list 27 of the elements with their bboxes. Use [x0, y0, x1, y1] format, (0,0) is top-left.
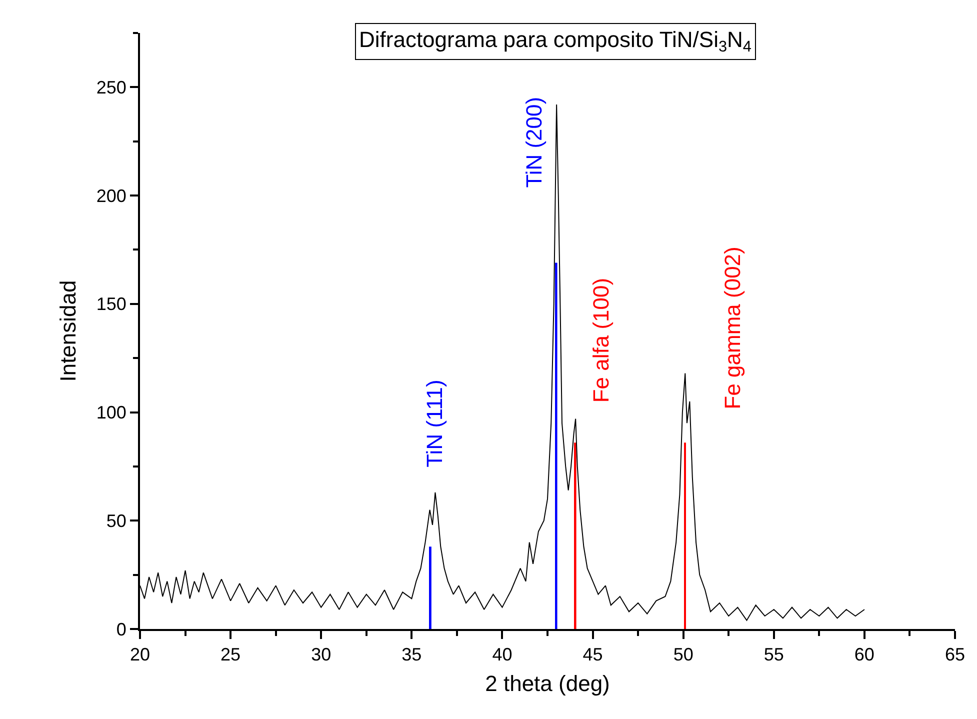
annotation: Fe alfa (100) — [588, 278, 614, 403]
y-tick-label: 150 — [96, 294, 126, 314]
bar — [429, 546, 432, 629]
y-tick-label: 100 — [96, 402, 126, 423]
x-tick-label: 25 — [220, 644, 241, 665]
y-tick-label: 0 — [116, 619, 126, 640]
x-axis-title: 2 theta (deg) — [485, 671, 610, 696]
x-tick-label: 50 — [673, 644, 694, 665]
x-tick-label: 45 — [582, 644, 603, 665]
y-tick-label: 200 — [96, 186, 126, 206]
x-tick-label: 65 — [944, 644, 966, 665]
x-tick-label: 40 — [492, 644, 512, 665]
annotation: TiN (200) — [521, 96, 546, 188]
y-tick-label: 50 — [106, 510, 126, 531]
x-tick-label: 60 — [854, 644, 874, 665]
bar — [684, 442, 686, 629]
y-axis-title: Intensidad — [56, 280, 81, 382]
bar — [574, 442, 576, 629]
x-tick-label: 20 — [130, 644, 150, 665]
y-tick-label: 250 — [96, 77, 126, 98]
annotation: TiN (111) — [422, 380, 448, 468]
x-tick-label: 55 — [764, 644, 784, 665]
chart-title: Difractograma para composito TiN/Si$_{3}$N$_{4}$ — [359, 27, 752, 56]
bar — [555, 262, 558, 629]
x-tick-label: 35 — [402, 644, 422, 665]
annotation: Fe gamma (002) — [720, 246, 746, 410]
x-tick-label: 30 — [311, 644, 332, 665]
